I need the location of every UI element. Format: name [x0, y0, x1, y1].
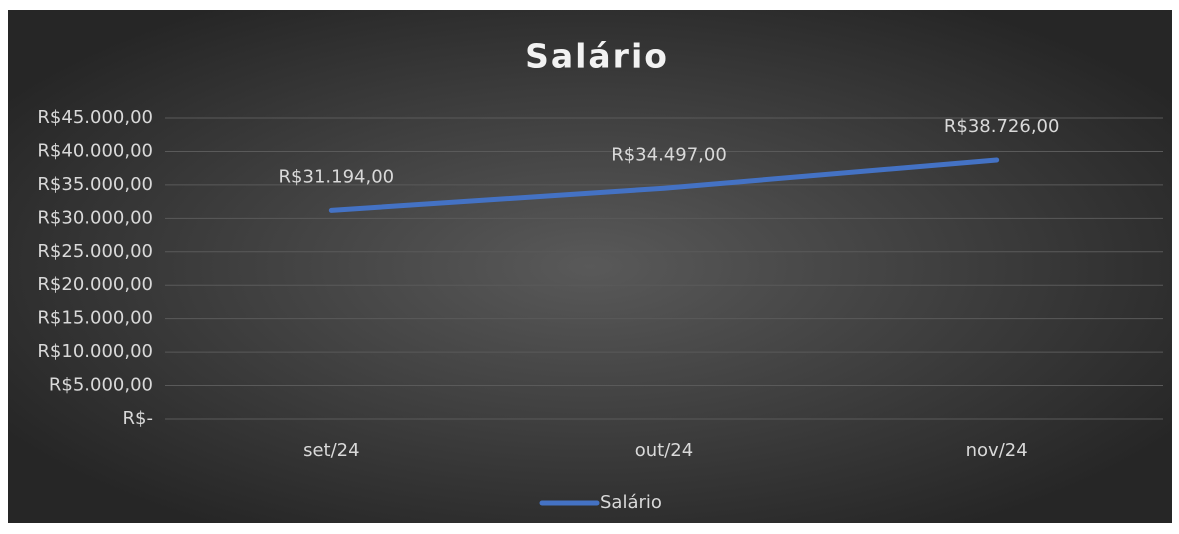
y-tick-label: R$15.000,00 — [37, 308, 153, 329]
y-tick-label: R$- — [123, 408, 153, 429]
y-tick-label: R$35.000,00 — [37, 174, 153, 195]
y-tick-label: R$10.000,00 — [37, 341, 153, 362]
x-tick-label: set/24 — [303, 440, 359, 461]
y-tick-label: R$5.000,00 — [49, 375, 153, 396]
legend-label: Salário — [600, 492, 662, 513]
y-tick-label: R$40.000,00 — [37, 140, 153, 161]
x-tick-label: out/24 — [635, 440, 693, 461]
y-tick-label: R$20.000,00 — [37, 274, 153, 295]
y-tick-label: R$30.000,00 — [37, 207, 153, 228]
data-label: R$34.497,00 — [611, 144, 727, 165]
y-tick-label: R$45.000,00 — [37, 107, 153, 128]
data-label: R$38.726,00 — [944, 116, 1060, 137]
series-line — [328, 157, 1000, 213]
data-label: R$31.194,00 — [279, 166, 395, 187]
x-tick-label: nov/24 — [966, 440, 1028, 461]
chart-title: Salário — [525, 37, 669, 76]
chart-background — [8, 10, 1172, 523]
y-tick-label: R$25.000,00 — [37, 241, 153, 262]
